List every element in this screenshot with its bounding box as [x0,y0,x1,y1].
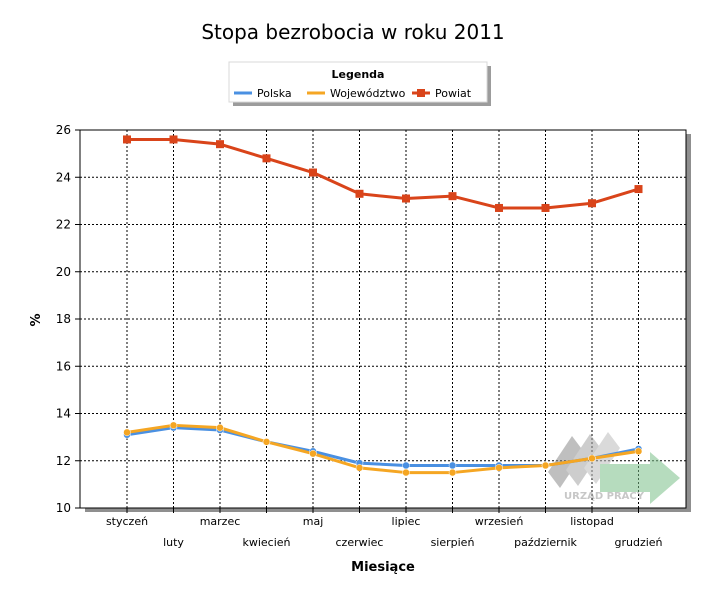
chart-title: Stopa bezrobocia w roku 2011 [201,20,504,44]
data-point-powiat [541,203,550,212]
data-point-województwo [355,464,364,472]
data-point-powiat [309,168,317,177]
legend-label-województwo: Województwo [330,87,406,100]
data-point-powiat [262,154,271,163]
data-point-województwo [262,438,271,446]
legend-label-powiat: Powiat [435,87,472,100]
legend: Legenda Polska Województwo Powiat [228,61,491,106]
series-lines [126,137,639,475]
data-point-powiat [634,185,643,194]
y-tick-label: 26 [56,123,71,137]
data-point-powiat [402,194,410,203]
x-tick-label: luty [163,536,184,549]
legend-title: Legenda [332,68,385,81]
data-point-województwo [169,421,178,430]
data-point-powiat [123,135,131,144]
x-tick-label: kwiecień [242,536,290,549]
data-point-województwo [541,461,550,470]
data-point-polska [448,461,457,470]
y-tick-label: 22 [56,218,71,232]
series-line-powiat [127,137,639,210]
data-point-województwo [588,454,596,463]
data-point-powiat [169,135,178,144]
series-line-województwo [126,423,639,475]
x-tick-label: marzec [200,515,241,528]
data-point-województwo [216,423,224,432]
x-tick-label: grudzień [614,536,662,549]
x-tick-label: czerwiec [336,536,384,549]
x-tick-label: sierpień [431,536,475,549]
data-point-powiat [448,192,457,201]
x-tick-label: maj [303,515,324,528]
watermark-text: URZĄD PRACY [564,491,645,502]
data-point-województwo [495,464,503,472]
x-axis-title: Miesiące [351,560,415,575]
y-axis-ticks: 10 12 14 16 18 20 22 24 26 [56,123,80,515]
watermark-green-arrow [600,452,680,504]
data-point-powiat [495,203,503,212]
y-tick-label: 10 [56,501,71,515]
y-tick-label: 20 [56,265,71,279]
x-tick-label: październik [514,536,577,549]
y-tick-label: 14 [56,407,71,421]
data-point-powiat [588,199,596,208]
series-markers [123,135,643,477]
data-point-powiat [355,189,364,198]
data-point-województwo [123,428,131,437]
legend-box [228,61,488,103]
data-point-województwo [309,449,317,458]
legend-marker [417,89,425,97]
data-point-powiat [216,140,224,149]
data-point-województwo [402,468,410,477]
data-point-polska [402,461,410,470]
x-tick-label: lipiec [392,515,421,528]
x-tick-label: styczeń [106,515,148,528]
y-tick-label: 24 [56,170,71,184]
x-tick-label: listopad [570,515,614,528]
y-tick-label: 12 [56,454,71,468]
data-point-województwo [634,447,643,456]
legend-label-polska: Polska [257,87,292,100]
y-tick-label: 16 [56,359,71,373]
data-point-województwo [448,468,457,477]
y-tick-label: 18 [56,312,71,326]
y-axis-title: % [29,313,44,326]
x-tick-label: wrzesień [475,515,524,528]
